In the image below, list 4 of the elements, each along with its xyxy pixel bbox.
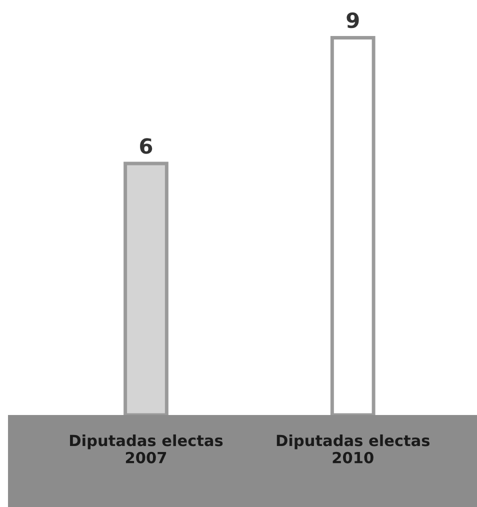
data-label: 9 [346,12,359,28]
x-tick-label: Diputadas electas 2007 [70,434,223,464]
x-tick-label: Diputadas electas 2010 [276,434,430,464]
data-label: 6 [140,138,152,154]
